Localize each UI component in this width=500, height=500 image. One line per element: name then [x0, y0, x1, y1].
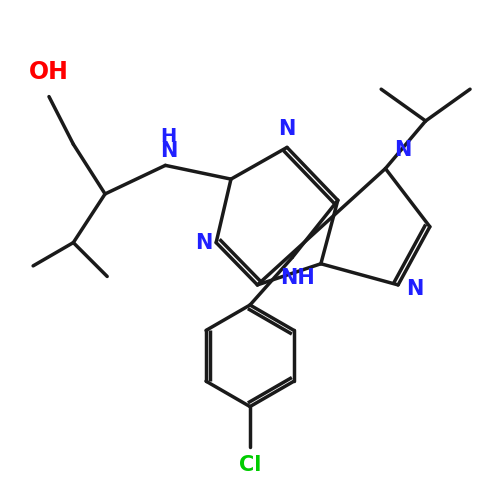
Text: N: N [195, 232, 212, 252]
Text: H: H [160, 128, 176, 146]
Text: OH: OH [29, 60, 69, 84]
Text: NH: NH [280, 268, 315, 288]
Text: N: N [160, 141, 177, 161]
Text: N: N [394, 140, 411, 160]
Text: N: N [406, 279, 424, 299]
Text: Cl: Cl [239, 455, 261, 475]
Text: N: N [278, 119, 295, 139]
